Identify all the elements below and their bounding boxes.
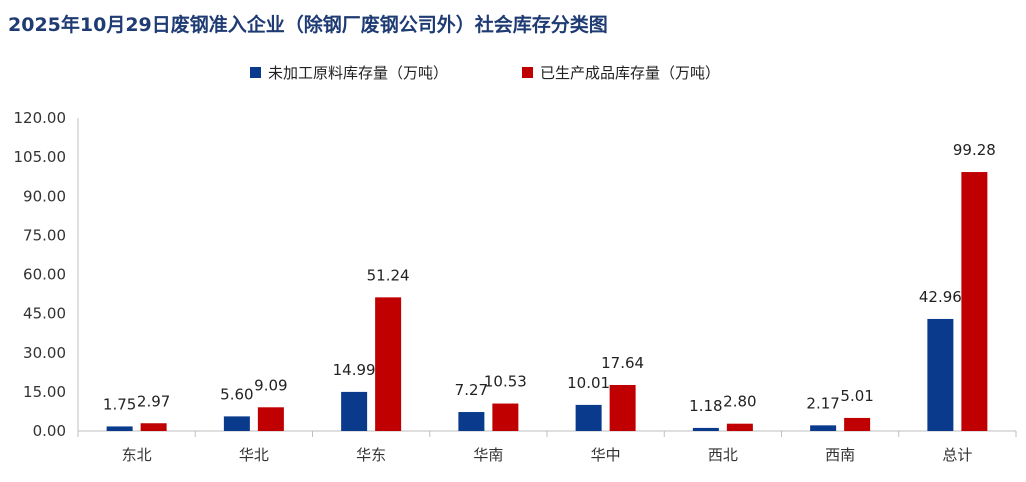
x-tick-label: 西南: [825, 446, 855, 464]
x-axis: 东北 华北 华东 华南 华中 西北 西南 总计: [77, 430, 1017, 464]
data-label: 2.80: [723, 393, 756, 411]
data-label: 2.97: [137, 392, 170, 410]
y-tick-label: 30.00: [23, 344, 66, 362]
bar-raw: [692, 427, 719, 431]
bar-raw: [341, 391, 368, 431]
bar-finished: [726, 423, 753, 431]
bars: [106, 172, 988, 431]
data-label: 7.27: [455, 381, 488, 399]
x-tick-label: 华中: [591, 446, 621, 464]
data-label: 5.01: [840, 387, 873, 405]
x-tick-label: 华北: [239, 446, 269, 464]
chart-title: 2025年10月29日废钢准入企业（除钢厂废钢公司外）社会库存分类图: [8, 14, 608, 36]
bar-raw: [927, 318, 954, 431]
data-label: 5.60: [220, 385, 253, 403]
data-label: 17.64: [601, 354, 644, 372]
data-label: 2.17: [806, 394, 839, 412]
y-tick-label: 15.00: [23, 383, 66, 401]
y-axis: 0.00 15.00 30.00 45.00 60.00 75.00 90.00 105.00…: [14, 109, 79, 440]
bar-raw: [810, 425, 837, 431]
y-tick-label: 75.00: [23, 226, 66, 244]
bar-finished: [257, 407, 284, 431]
bar-finished: [961, 172, 988, 431]
y-tick-label: 90.00: [23, 187, 66, 205]
data-label: 1.75: [103, 395, 136, 413]
data-label: 9.09: [254, 376, 287, 394]
data-label: 14.99: [333, 361, 376, 379]
bar-raw: [106, 426, 133, 431]
data-label: 10.01: [567, 374, 610, 392]
y-tick-label: 60.00: [23, 266, 66, 284]
legend: 未加工原料库存量（万吨） 已生产成品库存量（万吨）: [250, 64, 720, 82]
y-tick-label: 45.00: [23, 305, 66, 323]
legend-label-1: 未加工原料库存量（万吨）: [268, 64, 448, 82]
data-label: 42.96: [919, 288, 962, 306]
legend-label-2: 已生产成品库存量（万吨）: [540, 64, 720, 82]
bar-raw: [458, 412, 485, 431]
bar-finished: [844, 417, 871, 431]
bar-finished: [609, 384, 636, 431]
bar-finished: [140, 423, 167, 431]
x-tick-label: 华东: [356, 446, 386, 464]
data-label: 51.24: [367, 266, 410, 284]
bar-finished: [492, 403, 519, 431]
y-tick-label: 105.00: [14, 148, 67, 166]
y-tick-label: 120.00: [14, 109, 67, 127]
legend-swatch-2: [522, 67, 533, 78]
y-tick-label: 0.00: [33, 422, 66, 440]
x-tick-label: 西北: [708, 446, 738, 464]
x-tick-label: 总计: [942, 446, 972, 464]
data-label: 1.18: [689, 397, 722, 415]
bar-finished: [375, 297, 402, 431]
legend-swatch-1: [250, 67, 261, 78]
x-tick-label: 华南: [473, 446, 503, 464]
data-label: 10.53: [484, 373, 527, 391]
bar-raw: [223, 416, 250, 431]
bar-raw: [575, 404, 602, 431]
x-tick-label: 东北: [122, 446, 152, 464]
data-label: 99.28: [953, 141, 996, 159]
